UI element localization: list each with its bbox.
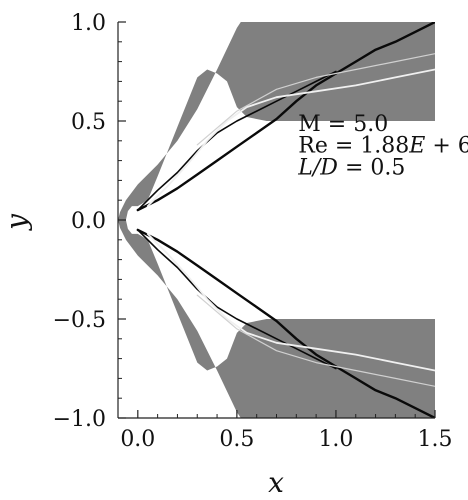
annotation-block: M = 5.0 Re = 1.88E + 6 L/D = 0.5 xyxy=(297,112,468,181)
wake-layer-upper xyxy=(196,53,435,146)
x-tick-label: 1.0 xyxy=(318,427,353,452)
shear-layer-lower xyxy=(146,233,435,372)
separation-shock-lower xyxy=(137,229,337,370)
flow-features-lower xyxy=(136,228,435,418)
y-tick-label: 0.5 xyxy=(71,110,106,135)
flow-features-upper xyxy=(136,22,435,212)
reynolds-suffix: + 6 xyxy=(425,134,468,159)
flow-field-lower xyxy=(118,220,435,418)
shear-layer-upper xyxy=(146,68,435,207)
wake-layer-lower xyxy=(196,294,435,387)
x-minor-ticks xyxy=(117,414,416,418)
y-minor-ticks xyxy=(118,41,122,399)
x-tick-label: 0.5 xyxy=(219,427,254,452)
y-tick-label: 0.0 xyxy=(71,209,106,234)
y-tick-label: −1.0 xyxy=(53,407,106,432)
length-ratio-suffix: = 0.5 xyxy=(338,155,405,180)
x-axis-title: x xyxy=(268,466,284,499)
y-tick-label: 1.0 xyxy=(71,11,106,36)
x-tick-label: 0.0 xyxy=(120,427,155,452)
y-tick-label: −0.5 xyxy=(53,308,106,333)
flow-field-upper xyxy=(118,22,435,220)
y-axis-ticks: −1.0 −0.5 0.0 0.5 1.0 xyxy=(53,11,126,432)
annotation-mach: M = 5.0 xyxy=(298,112,388,137)
length-ratio-symbol: L/D xyxy=(297,155,338,180)
annotation-reynolds: Re = 1.88E + 6 xyxy=(298,134,468,159)
x-axis-ticks: 0.0 0.5 1.0 1.5 xyxy=(120,410,453,452)
bow-shock-upper xyxy=(136,22,435,212)
x-tick-label: 1.5 xyxy=(418,427,453,452)
bow-shock-lower xyxy=(136,228,435,418)
reynolds-exponent-symbol: E xyxy=(408,134,425,159)
field-layer xyxy=(118,22,435,418)
annotation-length-ratio: L/D = 0.5 xyxy=(297,155,405,180)
y-axis-title: y xyxy=(0,213,33,232)
separation-shock-upper xyxy=(137,70,337,211)
reynolds-prefix: Re = 1.88 xyxy=(298,134,409,159)
